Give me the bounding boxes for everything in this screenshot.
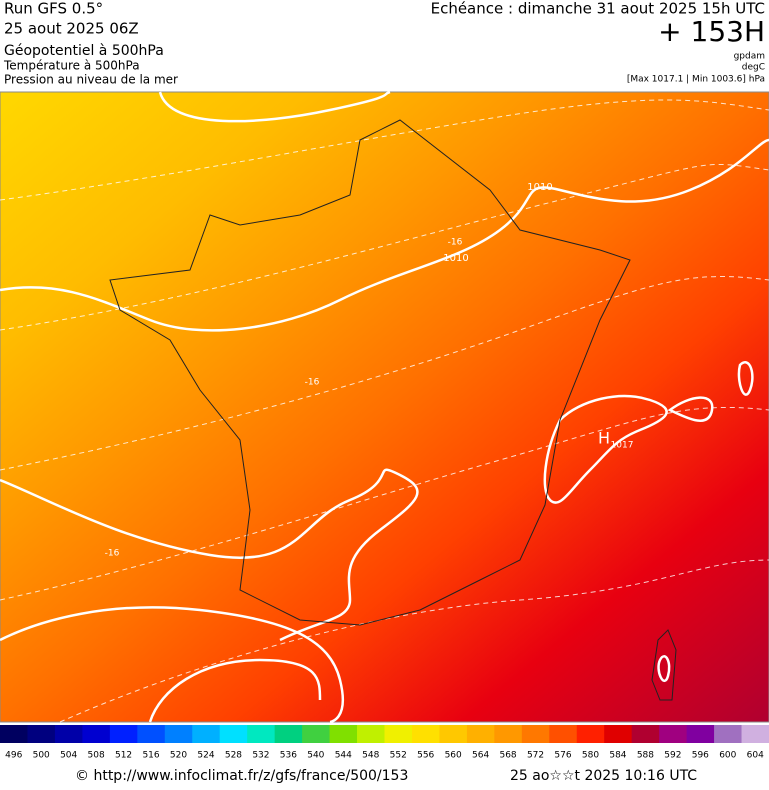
pressure-contours bbox=[0, 90, 769, 724]
contour-label: -16 bbox=[105, 549, 120, 559]
color-swatch bbox=[659, 725, 688, 743]
colorbar-label: 532 bbox=[252, 751, 269, 761]
color-swatch bbox=[274, 725, 303, 743]
colorbar-label: 596 bbox=[692, 751, 709, 761]
colorbar-label: 572 bbox=[527, 751, 544, 761]
colorbar: 496 500 504 508 512 516 520 524 528 532 536 540 544 5… bbox=[0, 725, 769, 761]
colorbar-label: 548 bbox=[362, 751, 379, 761]
corsica bbox=[651, 629, 677, 701]
colorbar-label: 504 bbox=[60, 751, 77, 761]
colorbar-label: 568 bbox=[499, 751, 516, 761]
contour-label: -16 bbox=[448, 238, 463, 248]
color-swatch bbox=[439, 725, 468, 743]
color-swatch bbox=[494, 725, 523, 743]
colorbar-label: 544 bbox=[335, 751, 352, 761]
color-swatch bbox=[302, 725, 331, 743]
footer: © http://www.infoclimat.fr/z/gfs/france/… bbox=[75, 768, 697, 784]
colorbar-label: 512 bbox=[115, 751, 132, 761]
color-swatch bbox=[576, 725, 605, 743]
color-swatch bbox=[549, 725, 578, 743]
color-swatch bbox=[686, 725, 715, 743]
colorbar-label: 600 bbox=[719, 751, 736, 761]
field-1: Géopotentiel à 500hPa bbox=[4, 43, 164, 59]
colorbar-label: 584 bbox=[609, 751, 626, 761]
unit: gpdam bbox=[734, 52, 765, 62]
color-swatch bbox=[714, 725, 743, 743]
map-field bbox=[0, 91, 769, 723]
colorbar-label: 520 bbox=[170, 751, 187, 761]
colorbar-label: 496 bbox=[5, 751, 22, 761]
color-swatch bbox=[631, 725, 660, 743]
colorbar-label: 536 bbox=[280, 751, 297, 761]
color-swatch bbox=[357, 725, 385, 743]
contour-label: -16 bbox=[305, 378, 320, 388]
colorbar-label: 516 bbox=[142, 751, 159, 761]
color-swatch bbox=[247, 725, 276, 743]
color-swatch bbox=[0, 725, 28, 743]
contour-label: 1010 bbox=[443, 253, 468, 264]
colorbar-label: 588 bbox=[637, 751, 654, 761]
contour-label: H bbox=[598, 429, 610, 448]
lead-time: + 153H bbox=[658, 15, 765, 48]
pressure-range: [Max 1017.1 | Min 1003.6] hPa bbox=[627, 75, 765, 85]
color-swatch bbox=[521, 725, 550, 743]
source-url: © http://www.infoclimat.fr/z/gfs/france/… bbox=[75, 768, 408, 784]
color-swatch bbox=[27, 725, 56, 743]
colorbar-label: 500 bbox=[33, 751, 50, 761]
map-area: 1010 1010 -16 -16 -16 H 1017 bbox=[0, 90, 769, 724]
color-swatch bbox=[741, 725, 769, 743]
color-swatch bbox=[411, 725, 440, 743]
colorbar-label: 556 bbox=[417, 751, 434, 761]
field-2: Température à 500hPa bbox=[3, 59, 140, 73]
colorbar-label: 528 bbox=[225, 751, 242, 761]
run-title: Run GFS 0.5° bbox=[4, 0, 103, 18]
color-swatch bbox=[82, 725, 111, 743]
color-swatch bbox=[329, 725, 358, 743]
coastline bbox=[109, 119, 631, 626]
run-date: 25 aout 2025 06Z bbox=[4, 20, 139, 38]
colorbar-label: 508 bbox=[88, 751, 105, 761]
contour-label: 1010 bbox=[527, 182, 552, 193]
unit: degC bbox=[742, 63, 765, 73]
valid-time: Echéance : dimanche 31 aout 2025 15h UTC bbox=[431, 0, 765, 18]
field-3: Pression au niveau de la mer bbox=[4, 73, 178, 87]
color-swatch bbox=[137, 725, 166, 743]
color-swatch bbox=[466, 725, 495, 743]
header: Run GFS 0.5° 25 aout 2025 06Z Géopotenti… bbox=[3, 0, 765, 87]
colorbar-label: 552 bbox=[390, 751, 407, 761]
color-swatch bbox=[192, 725, 221, 743]
map-labels: 1010 1010 -16 -16 -16 H 1017 bbox=[105, 182, 634, 559]
color-swatch bbox=[109, 725, 138, 743]
color-swatch bbox=[54, 725, 83, 743]
colorbar-label: 540 bbox=[307, 751, 324, 761]
generated-time: 25 ao☆☆t 2025 10:16 UTC bbox=[510, 768, 697, 784]
temperature-contours bbox=[0, 99, 769, 723]
color-swatch bbox=[164, 725, 193, 743]
color-swatch bbox=[219, 725, 248, 743]
colorbar-label: 576 bbox=[554, 751, 571, 761]
color-swatch bbox=[384, 725, 413, 743]
contour-label: 1017 bbox=[611, 441, 634, 451]
colorbar-label: 560 bbox=[445, 751, 462, 761]
colorbar-label: 604 bbox=[747, 751, 764, 761]
colorbar-label: 524 bbox=[197, 751, 214, 761]
colorbar-label: 580 bbox=[582, 751, 599, 761]
colorbar-label: 564 bbox=[472, 751, 489, 761]
colorbar-label: 592 bbox=[664, 751, 681, 761]
color-swatch bbox=[604, 725, 633, 743]
